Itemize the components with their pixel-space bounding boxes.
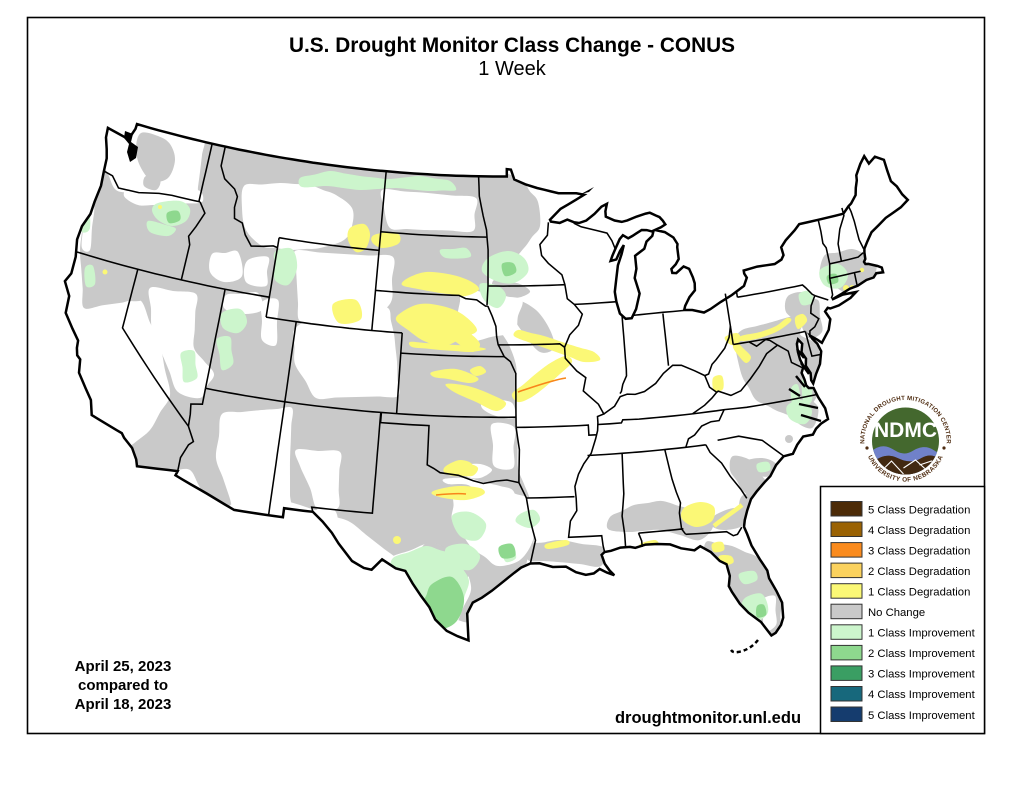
svg-text:4 Class Degradation: 4 Class Degradation: [868, 525, 970, 537]
svg-text:1 Week: 1 Week: [478, 58, 546, 80]
svg-text:NDMC: NDMC: [874, 419, 937, 442]
svg-text:April 18, 2023: April 18, 2023: [75, 696, 172, 713]
svg-text:April 25, 2023: April 25, 2023: [75, 658, 172, 675]
svg-text:3 Class Degradation: 3 Class Degradation: [868, 545, 970, 557]
svg-text:No Change: No Change: [868, 607, 925, 619]
svg-text:4 Class Improvement: 4 Class Improvement: [868, 689, 976, 701]
svg-text:compared to: compared to: [78, 677, 168, 694]
svg-text:droughtmonitor.unl.edu: droughtmonitor.unl.edu: [615, 709, 801, 727]
svg-text:2 Class Degradation: 2 Class Degradation: [868, 566, 970, 578]
svg-text:2 Class Improvement: 2 Class Improvement: [868, 648, 976, 660]
svg-text:1 Class Improvement: 1 Class Improvement: [868, 628, 976, 640]
svg-text:3 Class Improvement: 3 Class Improvement: [868, 669, 976, 681]
svg-text:1 Class Degradation: 1 Class Degradation: [868, 587, 970, 599]
svg-text:5 Class Degradation: 5 Class Degradation: [868, 504, 970, 516]
svg-text:5 Class Improvement: 5 Class Improvement: [868, 710, 976, 722]
svg-text:U.S. Drought Monitor Class Cha: U.S. Drought Monitor Class Change - CONU…: [289, 34, 735, 57]
